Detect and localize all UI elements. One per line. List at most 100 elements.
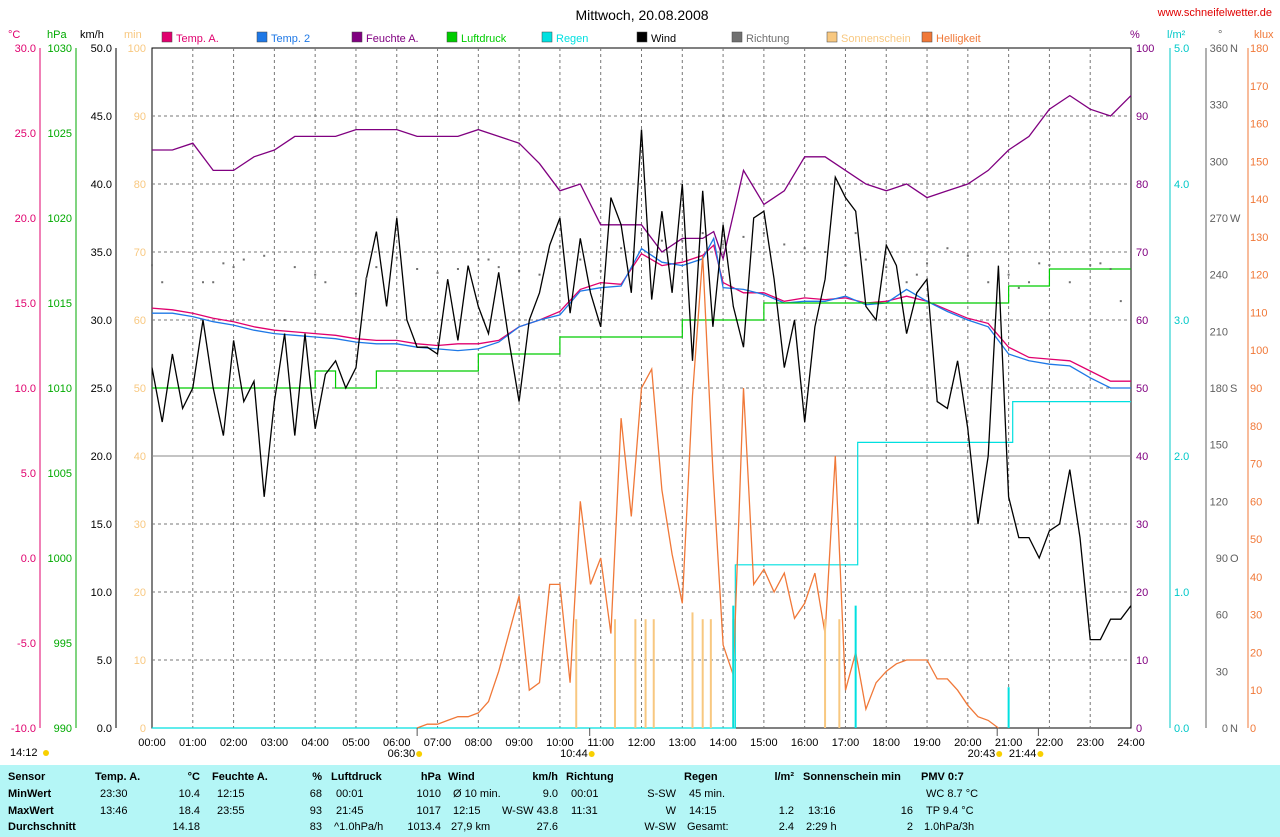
stats-column-title: Feuchte A. (212, 771, 268, 783)
stats-avg-label: Gesamt: (687, 821, 729, 833)
direction-point (1017, 286, 1020, 289)
stats-column-title: PMV 0:7 (921, 771, 964, 783)
direction-cardinal-label: N (1230, 723, 1238, 735)
klux-tick-label: 50 (1250, 534, 1262, 546)
temp-tick-label: -10.0 (11, 723, 36, 735)
hour-tick-label: 21:00 (995, 737, 1023, 749)
hour-tick-label: 10:00 (546, 737, 574, 749)
klux-tick-label: 0 (1250, 723, 1256, 735)
legend-label: Sonnenschein (841, 33, 911, 45)
direction-point (946, 247, 949, 250)
direction-point (844, 264, 847, 267)
temp-tick-label: 30.0 (15, 43, 36, 55)
hour-tick-label: 12:00 (628, 737, 656, 749)
direction-point (538, 273, 541, 276)
wind-tick-label: 50.0 (91, 43, 112, 55)
direction-tick-label: 330 (1210, 100, 1228, 112)
stats-max-time: 13:46 (100, 805, 128, 817)
klux-tick-label: 90 (1250, 383, 1262, 395)
sun-minutes-tick-label: 60 (134, 315, 146, 327)
pressure-tick-label: 990 (54, 723, 72, 735)
stats-max-value: 93 (309, 805, 322, 817)
direction-point (1099, 262, 1102, 265)
stats-avg-label: 2:29 h (806, 821, 837, 833)
stats-column-title: Wind (448, 771, 475, 783)
klux-tick-label: 10 (1250, 685, 1262, 697)
klux-tick-label: 120 (1250, 270, 1268, 282)
pressure-tick-label: 1010 (48, 383, 72, 395)
stats-min-time: 45 min. (689, 788, 726, 800)
sun-minutes-tick-label: 30 (134, 519, 146, 531)
stats-column-unit: % (312, 771, 322, 783)
sun-icon (996, 751, 1003, 757)
wind-tick-label: 30.0 (91, 315, 112, 327)
direction-point (232, 266, 235, 269)
direction-point (477, 258, 480, 261)
direction-point (365, 277, 368, 280)
hour-tick-label: 08:00 (465, 737, 493, 749)
stats-avg-value: 83 (309, 821, 322, 833)
hour-tick-label: 14:00 (709, 737, 737, 749)
direction-point (293, 266, 296, 269)
rain-tick-label: 1.0 (1174, 587, 1189, 599)
klux-axis-unit: klux (1254, 29, 1274, 41)
hour-tick-label: 06:00 (383, 737, 411, 749)
axes: 30.025.020.015.010.05.00.0-5.0-10.010301… (8, 29, 1274, 749)
stats-column-unit: km/h (532, 771, 558, 783)
direction-tick-label: 90 (1216, 553, 1228, 565)
direction-point (314, 273, 317, 276)
direction-point (1119, 300, 1122, 303)
sun-minutes-tick-label: 40 (134, 451, 146, 463)
weather-chart: Mittwoch, 20.08.2008 www.schneifelwetter… (8, 7, 1274, 760)
direction-point (681, 239, 684, 242)
hour-tick-label: 13:00 (669, 737, 697, 749)
stats-avg-value: W-SW (644, 821, 676, 833)
direction-cardinal-label: S (1230, 383, 1237, 395)
direction-point (742, 235, 745, 238)
direction-point (436, 271, 439, 274)
time-marks: 14:12 06:30 10:44 20:43 21:44 (10, 728, 1044, 760)
klux-tick-label: 110 (1250, 307, 1268, 319)
klux-tick-label: 70 (1250, 459, 1262, 471)
sun-minutes-tick-label: 10 (134, 655, 146, 667)
stats-min-time: 00:01 (336, 788, 364, 800)
stats-max-time: 21:45 (336, 805, 364, 817)
direction-point (242, 258, 245, 261)
direction-point (1109, 268, 1112, 270)
wind-tick-label: 5.0 (97, 655, 112, 667)
temp-tick-label: 20.0 (15, 213, 36, 225)
rain-tick-label: 3.0 (1174, 315, 1189, 327)
direction-point (487, 258, 490, 261)
hour-tick-label: 04:00 (301, 737, 329, 749)
sunshine-bar (634, 619, 637, 728)
klux-tick-label: 40 (1250, 572, 1262, 584)
direction-axis-unit: ° (1218, 29, 1222, 41)
legend-label: Feuchte A. (366, 33, 419, 45)
hour-tick-label: 11:00 (587, 737, 614, 749)
legend-label: Helligkeit (936, 33, 981, 45)
series-temp-2 (152, 236, 1131, 389)
stats-avg-label: ^1.0hPa/h (334, 821, 384, 833)
direction-point (660, 239, 663, 242)
stats-max-value: W (665, 805, 676, 817)
stats-row-label: Durchschnitt (8, 821, 76, 833)
stats-column-unit: hPa (420, 771, 441, 783)
sun-minutes-tick-label: 80 (134, 179, 146, 191)
stats-avg-label: 1.0hPa/3h (924, 821, 975, 833)
direction-point (762, 232, 765, 235)
direction-point (222, 262, 225, 265)
temp-tick-label: 15.0 (15, 298, 36, 310)
klux-tick-label: 80 (1250, 421, 1262, 433)
stats-min-time: 00:01 (571, 788, 599, 800)
stats-max-time: TP 9.4 °C (926, 805, 974, 817)
direction-point (579, 258, 582, 261)
time-mark-label: 14:12 (10, 747, 38, 759)
sunshine-bar (824, 619, 827, 728)
pressure-tick-label: 995 (54, 638, 72, 650)
hour-tick-label: 03:00 (261, 737, 289, 749)
direction-point (161, 281, 164, 284)
direction-point (864, 258, 867, 261)
legend-swatch (826, 31, 838, 43)
direction-point (599, 269, 602, 272)
hour-tick-label: 05:00 (342, 737, 370, 749)
